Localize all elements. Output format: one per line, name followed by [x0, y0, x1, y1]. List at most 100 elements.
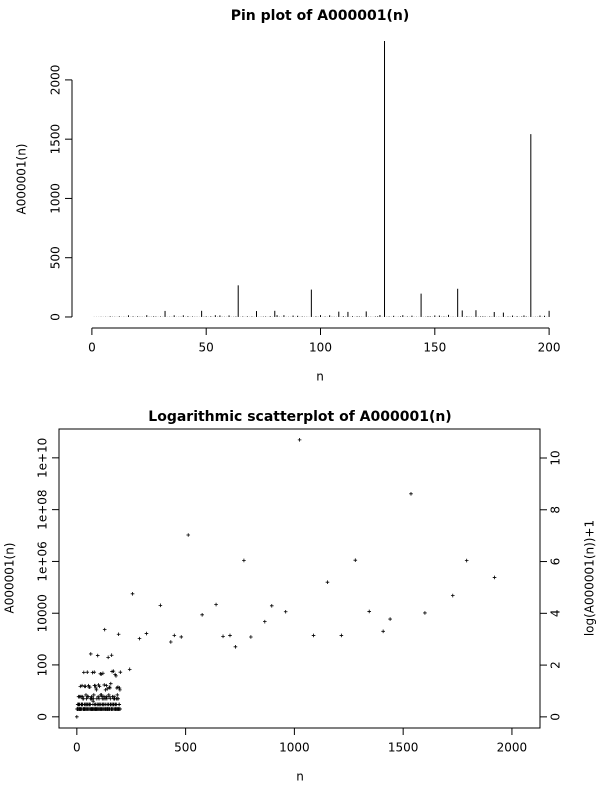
point [381, 629, 385, 634]
point [97, 684, 102, 689]
y-tick-label: 2000 [49, 65, 63, 96]
y-tick-label: 1e+08 [36, 489, 50, 529]
y-axis-label: A000001(n) [3, 543, 17, 614]
point [118, 707, 122, 711]
point [75, 715, 79, 719]
x-tick-label: 2000 [497, 741, 528, 755]
point [137, 636, 142, 641]
point [105, 696, 109, 701]
point [186, 533, 191, 537]
point [85, 670, 90, 674]
point [96, 694, 100, 699]
point [104, 683, 109, 688]
y2-tick-label: 8 [549, 506, 563, 514]
point [101, 671, 105, 676]
point [91, 696, 96, 701]
point [81, 696, 86, 701]
y2-tick-label: 6 [549, 558, 563, 566]
point [233, 645, 238, 649]
point [117, 702, 122, 707]
point [367, 609, 372, 614]
chart-title: Pin plot of A000001(n) [231, 8, 410, 24]
y2-tick-label: 2 [549, 661, 563, 669]
point [95, 653, 100, 658]
point [111, 669, 116, 673]
point [130, 592, 135, 596]
y-tick-label: 0 [49, 313, 63, 321]
y-tick-label: 500 [49, 246, 63, 269]
point [80, 683, 84, 688]
point [82, 670, 86, 675]
y2-tick-label: 10 [549, 450, 563, 465]
point [169, 640, 173, 644]
point [388, 617, 392, 621]
y2-tick-label: 4 [549, 609, 563, 617]
point [311, 633, 316, 638]
point [107, 694, 111, 699]
point [94, 688, 99, 692]
point [242, 558, 246, 563]
point [450, 593, 455, 598]
point [118, 688, 122, 692]
y-tick-label: 100 [36, 653, 50, 676]
point [99, 693, 104, 697]
point [200, 613, 204, 617]
point [78, 684, 83, 689]
x-tick-label: 0 [73, 741, 81, 755]
point [117, 686, 122, 690]
x-tick-label: 200 [538, 341, 561, 355]
point [86, 694, 90, 699]
point [92, 670, 97, 674]
x-axis-label: n [296, 770, 304, 784]
x-tick-label: 1000 [279, 741, 310, 755]
y-tick-label: 1500 [49, 124, 63, 155]
chart-title: Logarithmic scatterplot of A000001(n) [148, 409, 451, 425]
point [102, 627, 107, 632]
point [88, 685, 92, 689]
y-tick-label: 1e+10 [36, 438, 50, 478]
point [105, 687, 110, 691]
x-tick-label: 150 [423, 341, 446, 355]
point [158, 603, 163, 608]
point [118, 670, 123, 674]
y-axis-label: A000001(n) [15, 144, 29, 215]
point [90, 670, 95, 675]
x-tick-label: 50 [199, 341, 214, 355]
point [116, 632, 121, 637]
x-tick-label: 100 [309, 341, 332, 355]
point [144, 631, 149, 636]
point [423, 611, 427, 615]
point [464, 558, 469, 563]
point [106, 655, 110, 660]
point [102, 683, 107, 687]
point [172, 633, 177, 638]
point [228, 633, 232, 638]
point [221, 634, 225, 639]
point [353, 558, 358, 562]
point [109, 653, 114, 658]
x-tick-label: 500 [174, 741, 197, 755]
y-tick-label: 1000 [49, 183, 63, 214]
y2-tick-label: 0 [549, 713, 563, 721]
x-axis-label: n [316, 370, 324, 384]
x-tick-label: 1500 [388, 741, 419, 755]
point [115, 693, 120, 697]
point [339, 633, 344, 638]
point [84, 696, 89, 701]
point [214, 602, 218, 607]
point [114, 674, 118, 678]
point [88, 652, 93, 656]
point [83, 684, 88, 689]
y2-axis-label: log(A000001(n))+1 [583, 520, 597, 636]
point [116, 696, 120, 701]
y-tick-label: 10000 [36, 594, 50, 632]
plot-box [58, 428, 541, 729]
y-tick-label: 0 [36, 713, 50, 721]
point [492, 575, 497, 580]
point [97, 696, 101, 701]
point [108, 686, 112, 690]
point [89, 694, 94, 699]
point [297, 438, 302, 442]
point [263, 619, 267, 624]
